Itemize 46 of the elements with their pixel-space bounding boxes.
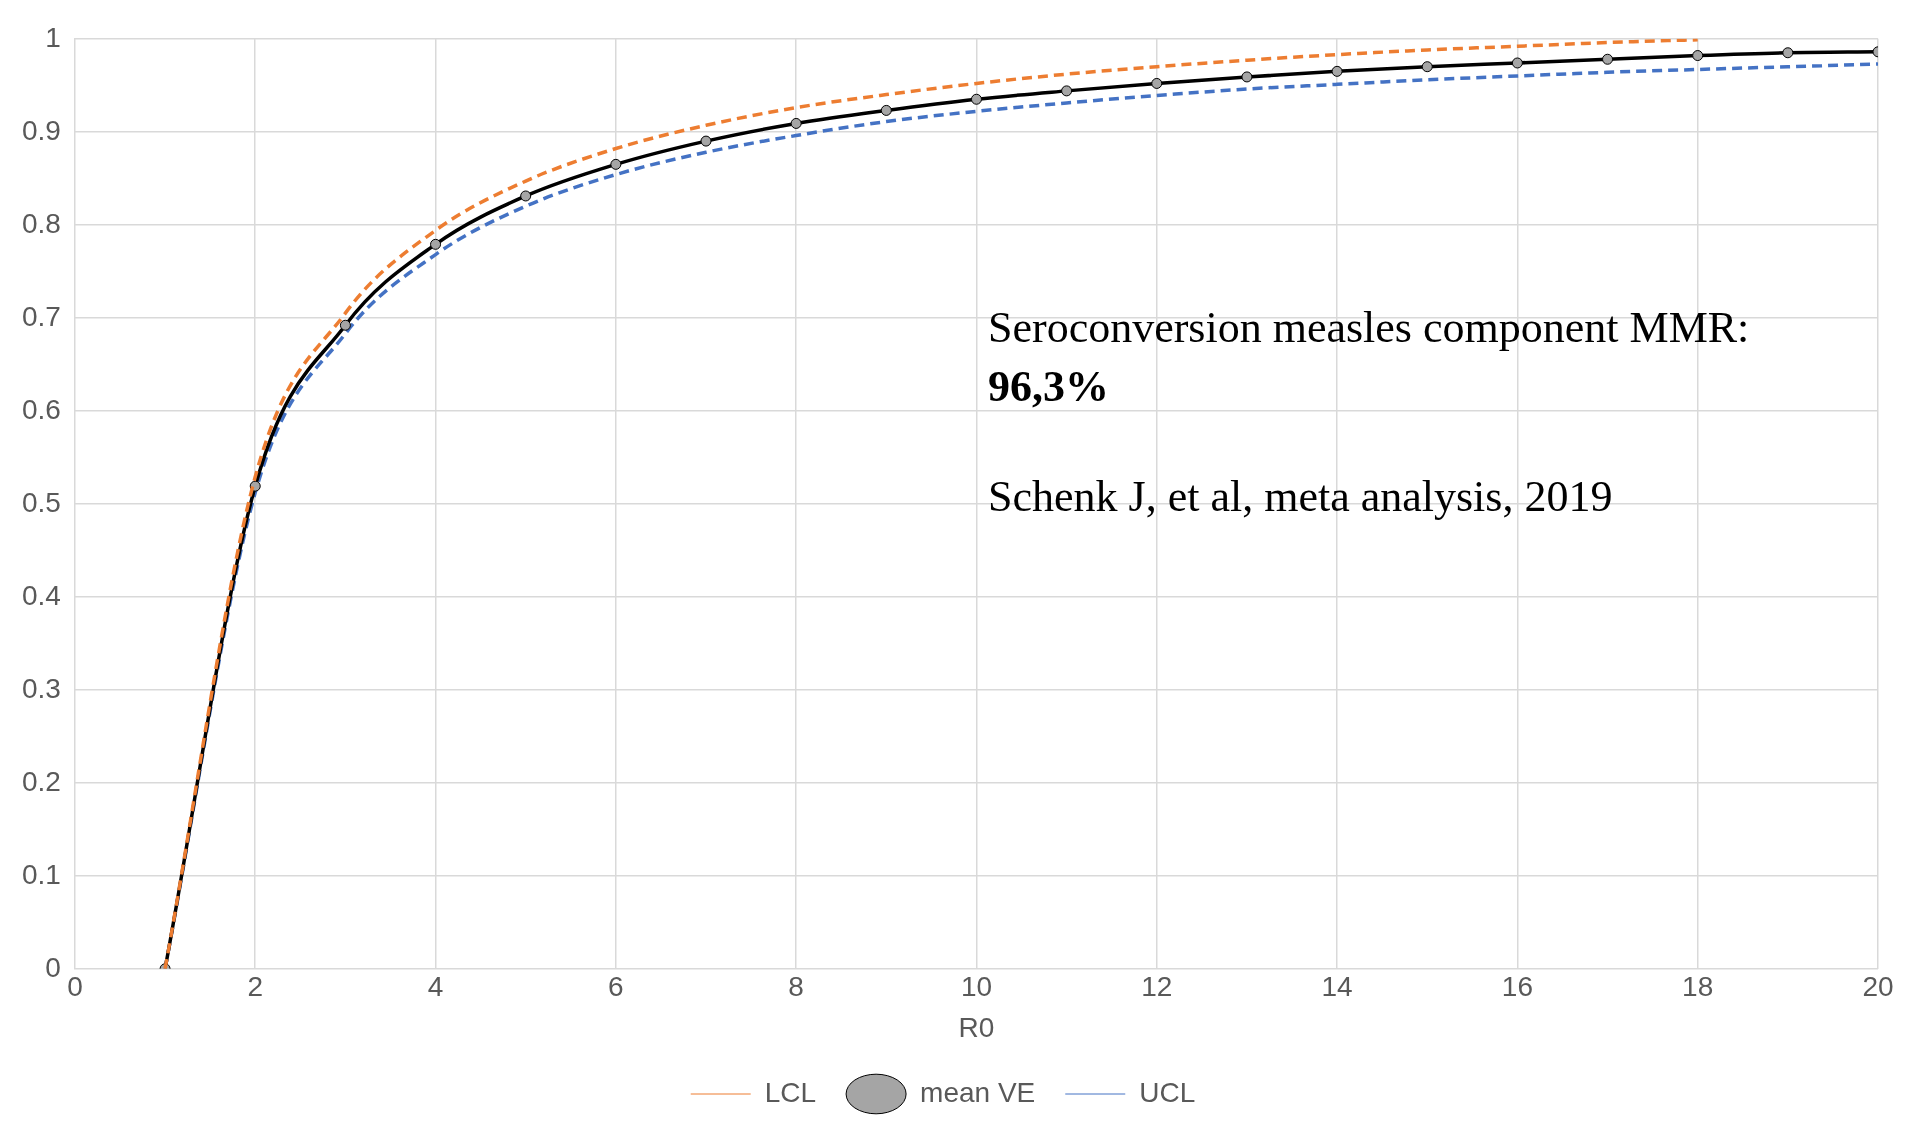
- legend-label: mean VE: [920, 1076, 1036, 1108]
- point: [339, 319, 351, 331]
- point: [1782, 47, 1794, 59]
- annotation: 96,3%: [988, 361, 1110, 414]
- point: [1421, 61, 1433, 73]
- x-tick-label: 0: [67, 971, 83, 1003]
- y-tick-label: 0.4: [21, 579, 61, 611]
- point: [520, 190, 532, 202]
- x-tick-label: 8: [788, 971, 804, 1003]
- point: [880, 104, 892, 116]
- y-tick-label: 0.9: [21, 114, 61, 146]
- point: [1061, 85, 1073, 97]
- point: [1692, 50, 1704, 62]
- x-tick-label: 4: [427, 971, 444, 1003]
- y-tick-label: 0.2: [21, 765, 61, 797]
- point: [1151, 77, 1163, 89]
- annotation: Schenk J, et al, meta analysis, 2019: [988, 470, 1614, 523]
- x-tick-label: 14: [1321, 971, 1353, 1003]
- x-tick-label: 16: [1501, 971, 1533, 1003]
- point: [1602, 53, 1614, 65]
- y-tick-label: 0.8: [21, 207, 61, 239]
- x-tick-label: 18: [1682, 971, 1714, 1003]
- point: [430, 238, 442, 250]
- point: [610, 158, 622, 170]
- point: [1331, 65, 1343, 77]
- legend-label: UCL: [1139, 1076, 1196, 1108]
- x-tick-label: 2: [247, 971, 264, 1003]
- y-tick-label: 0: [45, 951, 61, 983]
- x-tick-label: 10: [960, 971, 993, 1003]
- point: [1241, 71, 1253, 83]
- y-tick-label: 0.6: [21, 393, 61, 425]
- point: [1511, 57, 1523, 69]
- legend-label: LCL: [764, 1076, 817, 1108]
- x-axis-title: R0: [958, 1011, 995, 1043]
- y-tick-label: 0.1: [21, 858, 61, 890]
- x-tick-label: 6: [608, 971, 624, 1003]
- y-tick-label: 0.7: [21, 300, 61, 332]
- x-tick-label: 20: [1862, 971, 1894, 1003]
- point: [970, 93, 982, 105]
- x-tick-label: 12: [1141, 971, 1173, 1003]
- point: [790, 117, 802, 129]
- y-tick-label: 0.3: [21, 672, 61, 704]
- y-tick-label: 0.5: [21, 486, 61, 518]
- point: [700, 135, 712, 147]
- y-tick-label: 1: [45, 21, 61, 53]
- annotation: Seroconversion measles component MMR:: [988, 302, 1750, 354]
